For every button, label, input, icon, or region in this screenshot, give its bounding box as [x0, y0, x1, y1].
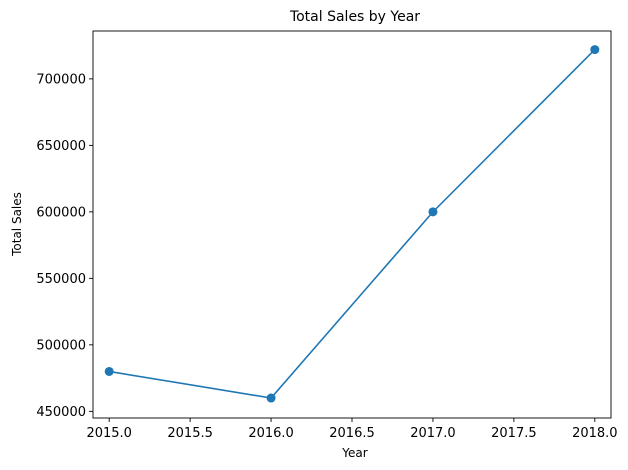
x-tick-label: 2017.0	[410, 426, 456, 441]
y-tick-label: 650000	[36, 139, 86, 154]
x-tick-label: 2016.0	[248, 426, 294, 441]
y-tick-label: 500000	[36, 338, 86, 353]
data-point	[266, 393, 276, 403]
x-tick-label: 2016.5	[329, 426, 375, 441]
x-tick-label: 2015.5	[167, 426, 213, 441]
y-tick-label: 450000	[36, 405, 86, 420]
x-axis-title: Year	[341, 446, 367, 460]
data-point	[104, 366, 114, 376]
data-point	[428, 207, 438, 217]
x-axis: 2015.0 2015.5 2016.0 2016.5 2017.0 2017.5 2018…	[86, 418, 618, 441]
y-tick-label: 600000	[36, 205, 86, 220]
y-tick-label: 700000	[36, 72, 86, 87]
y-tick-label: 550000	[36, 272, 86, 287]
series-line	[109, 49, 596, 399]
x-tick-label: 2015.0	[86, 426, 132, 441]
y-axis: 450000 500000 550000 600000 650000 700000	[36, 72, 93, 420]
chart-title: Total Sales by Year	[289, 9, 420, 25]
x-tick-label: 2018.0	[572, 426, 618, 441]
x-tick-label: 2017.5	[491, 426, 537, 441]
data-point	[590, 45, 600, 55]
y-axis-title: Total Sales	[10, 192, 24, 257]
